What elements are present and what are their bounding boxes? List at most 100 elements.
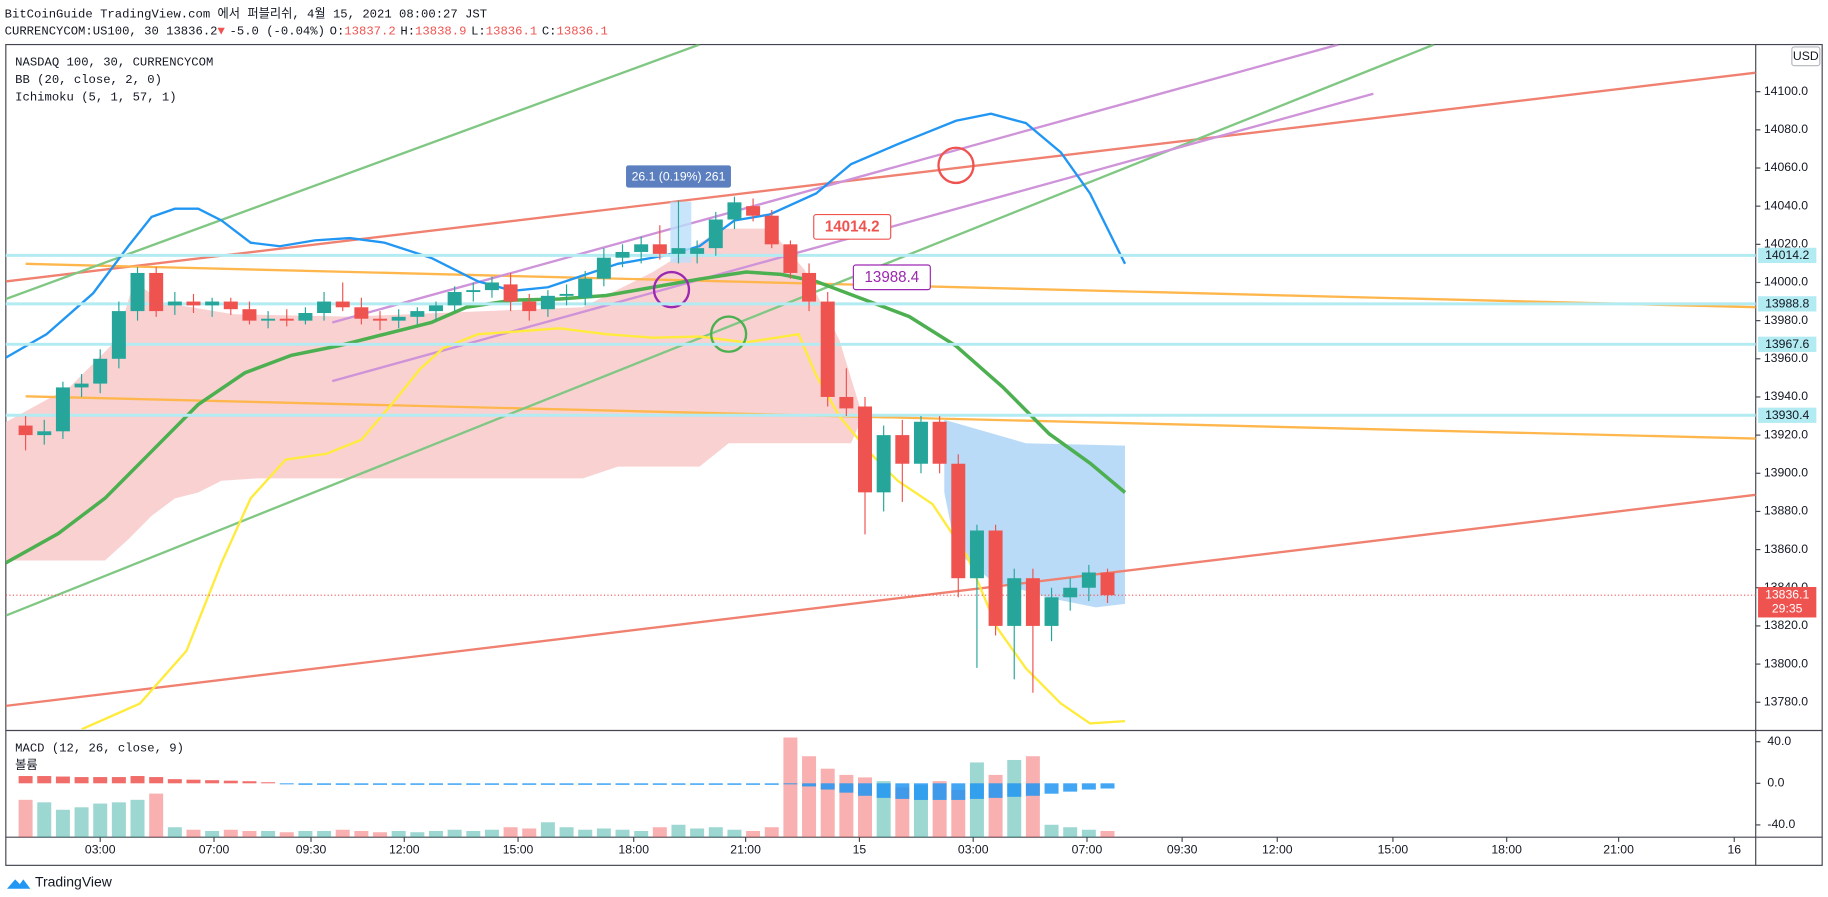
macd-bar — [746, 783, 761, 785]
volume-bar — [410, 832, 425, 838]
trend-line — [5, 71, 1756, 283]
volume-bar — [317, 830, 332, 838]
macd-bar — [428, 783, 443, 785]
macd-bar — [932, 783, 947, 800]
macd-bar — [74, 777, 89, 784]
legend: NASDAQ 100, 30, CURRENCYCOM — [15, 55, 213, 69]
candle-body — [764, 215, 779, 245]
macd-bar — [690, 783, 705, 785]
macd-bar — [335, 783, 350, 785]
volume-bar — [783, 737, 798, 838]
candle-body — [149, 272, 164, 312]
macd-bar — [708, 783, 723, 785]
ohlc-value: 13836.1 — [557, 25, 608, 39]
macd-bar — [764, 783, 779, 785]
candle-body — [708, 219, 723, 249]
callout-label: 13988.4 — [864, 269, 919, 286]
macd-bar — [876, 783, 891, 798]
x-tick-label: 18:00 — [1491, 842, 1522, 856]
macd-bar — [503, 783, 518, 785]
callout — [813, 213, 892, 240]
price-level-box — [1758, 247, 1817, 264]
macd-bar — [1044, 783, 1059, 794]
macd-bar — [596, 783, 611, 785]
macd-bar — [969, 783, 984, 799]
candle-body — [298, 313, 313, 321]
ohlc-value: 13836.1 — [486, 25, 537, 39]
volume-bar — [279, 832, 294, 838]
candle-body — [428, 305, 443, 312]
macd-bar — [1007, 783, 1022, 797]
volume-bar — [130, 799, 145, 838]
volume-bar — [373, 832, 388, 838]
y-tick-label: 13880.0 — [1764, 504, 1808, 518]
macd-bar — [783, 783, 798, 785]
candle-body — [559, 293, 574, 296]
candle-body — [317, 301, 332, 314]
volume-bar — [93, 803, 108, 838]
x-tick-label: 15 — [853, 842, 867, 856]
x-tick-label: 12:00 — [389, 842, 420, 856]
candle-body — [1044, 597, 1059, 626]
measure-label: 26.1 (0.19%) 261 — [632, 169, 726, 183]
macd-bar — [802, 783, 817, 787]
macd-bar — [1063, 783, 1078, 792]
macd-bar — [223, 780, 238, 784]
volume-label: 볼륨 — [15, 758, 38, 773]
macd-label: MACD (12, 26, close, 9) — [15, 741, 184, 755]
candle-body — [876, 435, 891, 493]
bb-line — [5, 112, 1127, 359]
candle-body — [74, 383, 89, 388]
candle-body — [1025, 578, 1040, 626]
macd-bar — [130, 776, 145, 784]
volume-bar — [1025, 756, 1040, 838]
ohlc-value: 13838.9 — [415, 25, 466, 39]
ohlc-label: H: — [400, 25, 415, 39]
price-level-label: 13967.6 — [1765, 337, 1809, 351]
macd-bar — [261, 782, 276, 784]
y-tick-label: 13820.0 — [1764, 618, 1808, 632]
volume-bar — [111, 802, 126, 838]
macd-bar — [167, 779, 182, 784]
candle-body — [261, 318, 276, 321]
candle-body — [634, 244, 649, 252]
callout-label: 14014.2 — [825, 218, 880, 235]
emoji — [652, 270, 691, 309]
candle-body — [279, 318, 294, 321]
macd-bar — [466, 783, 481, 785]
volume-bar — [466, 830, 481, 838]
candle-body — [951, 463, 966, 579]
volume-bar — [242, 830, 257, 838]
macd-bar — [484, 783, 499, 785]
currency: USD — [1793, 49, 1819, 63]
marks: 13780.013800.013820.013840.013860.013880… — [5, 84, 1817, 856]
candle-body — [932, 421, 947, 464]
volume-bar — [746, 830, 761, 838]
publisher: BitCoinGuide TradingView.com 에서 퍼블리쉬, 4월… — [5, 6, 487, 21]
macd-bar — [913, 783, 928, 800]
candle-body — [802, 272, 817, 302]
volume-bar — [484, 829, 499, 838]
macd-bar — [186, 779, 201, 784]
candle-body — [895, 435, 910, 464]
candle-body — [484, 282, 499, 291]
candle-body — [746, 206, 761, 216]
x-tick-label: 03:00 — [958, 842, 989, 856]
price-level-label: 13988.8 — [1765, 297, 1809, 311]
y-tick-label: 13980.0 — [1764, 313, 1808, 327]
candle-body — [447, 292, 462, 306]
measure-box — [626, 165, 731, 188]
volume-bar — [503, 827, 518, 838]
trend-line — [25, 395, 1756, 440]
candle-body — [223, 301, 238, 310]
ohlc-label: L: — [471, 25, 486, 39]
y-tick-label: 13920.0 — [1764, 427, 1808, 441]
trend-line — [5, 44, 1435, 617]
y-tick-label: 14060.0 — [1764, 160, 1808, 174]
candle-body — [1007, 578, 1022, 626]
legend: Ichimoku (5, 1, 57, 1) — [15, 91, 176, 105]
volume-bar — [354, 830, 369, 838]
volume-bar — [540, 822, 555, 838]
x-tick-label: 21:00 — [1603, 842, 1634, 856]
volume-bar — [578, 829, 593, 838]
